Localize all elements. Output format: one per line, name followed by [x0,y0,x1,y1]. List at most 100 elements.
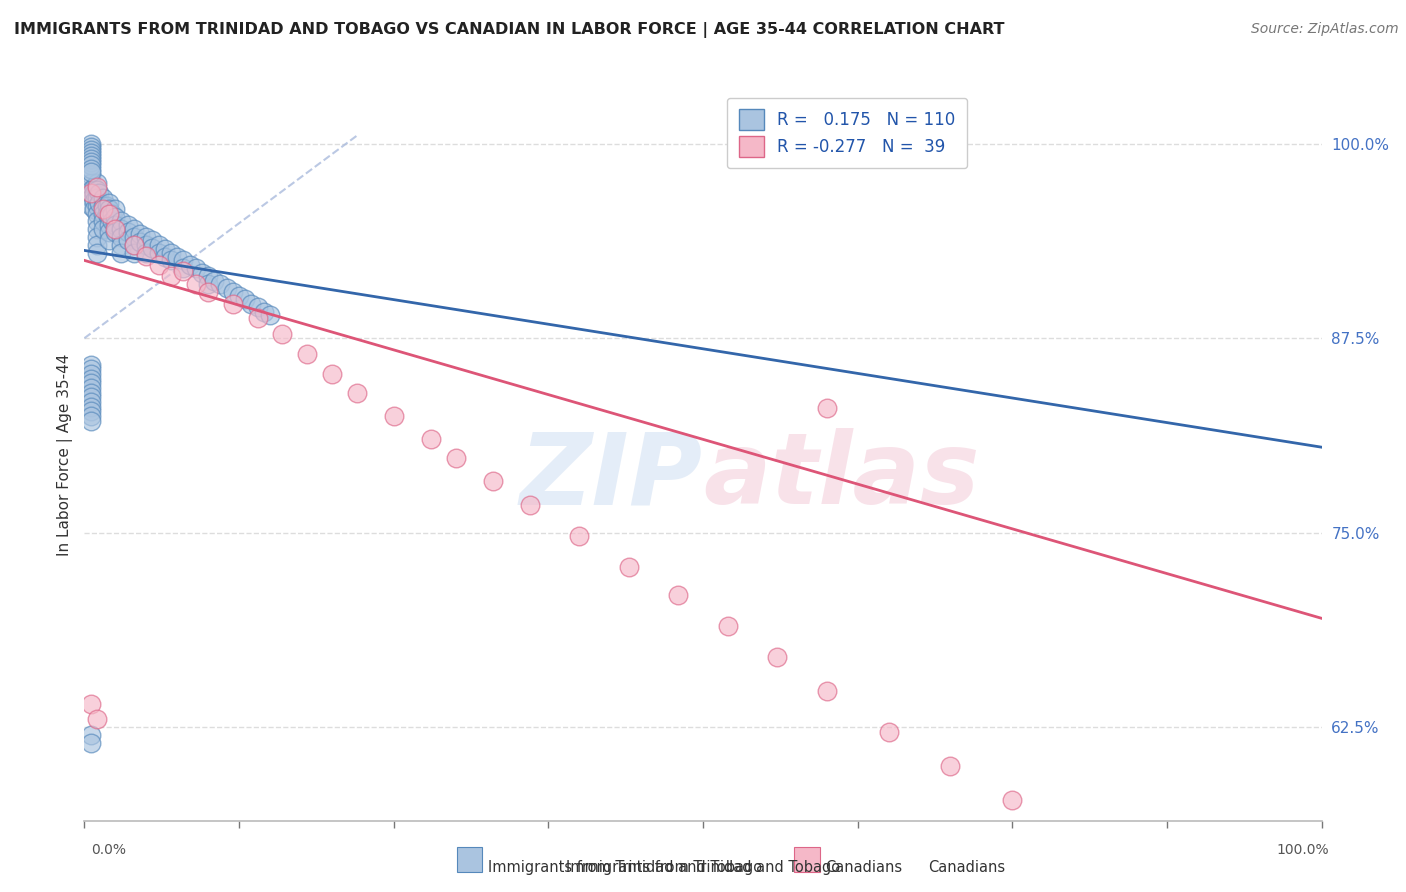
Point [129,227,152,241]
Point [104,210,127,224]
Point [172,253,194,268]
Point [91,199,114,213]
Point [86,222,108,236]
Point [197,268,219,283]
Point [346,385,368,400]
Point [122,245,145,260]
Point [79,409,101,423]
Point [98,218,121,232]
Point [135,249,157,263]
Point [86,207,108,221]
Point [79,385,101,400]
Point [160,268,183,283]
Point [83,186,105,201]
Point [100,214,122,228]
Point [117,226,139,240]
Point [79,390,101,404]
Point [79,136,101,151]
Point [79,367,101,381]
FancyBboxPatch shape [794,847,820,872]
Point [98,207,121,221]
Point [197,285,219,299]
Point [86,199,108,213]
Point [568,529,591,543]
Point [666,588,689,602]
Text: Canadians: Canadians [928,860,1005,874]
Text: ZIP: ZIP [520,428,703,525]
Point [79,140,101,154]
Point [419,433,441,447]
Text: 100.0%: 100.0% [1277,843,1329,857]
Point [717,619,740,633]
Point [148,245,170,260]
Point [617,560,640,574]
Y-axis label: In Labor Force | Age 35-44: In Labor Force | Age 35-44 [58,354,73,556]
Point [79,161,101,176]
Point [481,475,503,489]
Point [110,237,132,252]
Point [939,759,962,773]
Point [89,186,111,201]
Point [271,326,294,341]
Point [86,180,108,194]
Point [86,245,108,260]
Point [83,194,105,209]
Point [444,450,467,465]
Point [766,650,789,665]
Text: Canadians: Canadians [825,860,903,874]
Point [98,210,121,224]
Point [98,202,121,216]
Point [89,195,111,210]
Point [129,235,152,249]
Point [79,183,101,197]
Point [79,358,101,372]
Point [79,404,101,418]
Point [815,401,838,416]
Point [519,498,541,512]
Point [86,237,108,252]
Point [86,183,108,197]
Point [122,222,145,236]
Point [135,237,157,252]
Point [86,214,108,228]
Point [122,237,145,252]
Point [382,409,405,423]
Text: Source: ZipAtlas.com: Source: ZipAtlas.com [1251,22,1399,37]
Point [79,143,101,157]
Point [79,395,101,409]
Point [110,214,132,228]
Point [160,253,183,268]
Point [79,736,101,750]
Point [233,293,256,307]
Point [79,372,101,386]
Point [86,176,108,190]
Point [79,376,101,391]
Point [79,728,101,742]
Point [79,153,101,167]
Point [83,202,105,216]
Point [246,300,269,314]
Point [79,149,101,163]
Point [79,164,101,178]
Point [877,725,900,739]
Point [321,367,343,381]
Point [191,266,214,280]
Point [79,186,101,201]
Legend: R =   0.175   N = 110, R = -0.277   N =  39: R = 0.175 N = 110, R = -0.277 N = 39 [727,97,967,169]
Point [240,297,263,311]
Point [166,250,188,264]
FancyBboxPatch shape [457,847,482,872]
Text: Immigrants from Trinidad and Tobago: Immigrants from Trinidad and Tobago [567,860,839,874]
Text: Immigrants from Trinidad and Tobago: Immigrants from Trinidad and Tobago [488,860,762,874]
Point [222,297,245,311]
Point [79,176,101,190]
Point [117,218,139,232]
Point [86,230,108,244]
Point [79,414,101,428]
Point [202,274,225,288]
Point [79,155,101,169]
Point [98,195,121,210]
Point [79,381,101,395]
Point [148,237,170,252]
Point [259,308,281,322]
